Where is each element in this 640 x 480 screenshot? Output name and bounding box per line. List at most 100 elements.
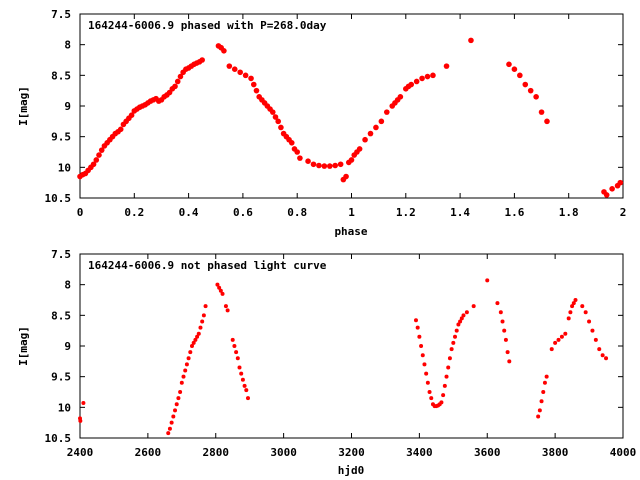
y-tick-label: 8 [64, 279, 71, 292]
data-point [424, 371, 429, 376]
data-point [408, 81, 415, 88]
x-tick-label: 3600 [474, 446, 501, 459]
x-tick-label: 1 [348, 206, 355, 219]
data-point [237, 69, 243, 76]
data-point [449, 347, 454, 352]
data-point [609, 186, 615, 192]
x-tick-label: 3800 [542, 446, 569, 459]
data-point [231, 66, 238, 72]
data-point [498, 310, 503, 315]
data-point [425, 380, 430, 385]
data-points [78, 278, 609, 436]
data-point [593, 337, 598, 342]
data-point [415, 325, 420, 330]
data-point [419, 75, 425, 82]
data-point [297, 155, 303, 161]
data-point [191, 340, 196, 345]
data-point [199, 57, 205, 63]
data-point [223, 304, 228, 309]
y-axis-label: I[mag] [17, 326, 30, 366]
x-tick-label: 3400 [406, 446, 433, 459]
y-tick-label: 9 [64, 340, 71, 353]
y-tick-label: 9 [64, 100, 71, 113]
data-point [573, 298, 578, 302]
data-point [454, 328, 459, 333]
data-point [117, 126, 124, 133]
data-point [195, 334, 200, 339]
data-point [563, 331, 568, 336]
data-point [234, 350, 239, 355]
data-point [571, 301, 576, 306]
data-point [174, 402, 179, 407]
data-point [500, 319, 505, 324]
data-point [566, 316, 571, 321]
data-point [556, 337, 561, 342]
chart-title: 164244-6006.9 phased with P=268.0day [88, 19, 327, 32]
data-point [502, 328, 507, 333]
x-tick-label: 0.2 [124, 206, 144, 219]
y-tick-label: 8.5 [51, 69, 71, 82]
data-point [166, 431, 171, 436]
data-point [441, 393, 446, 398]
data-point [549, 347, 554, 352]
axis-ticks: 2400 2600 2800 3000 3200 3400 3600 3800 4000 7.5 8… [45, 248, 637, 459]
data-point [226, 63, 233, 69]
data-point [442, 383, 447, 388]
data-point [169, 420, 174, 425]
x-axis-label: phase [334, 225, 367, 238]
data-point [590, 328, 595, 333]
data-point [456, 322, 461, 327]
data-point [225, 308, 230, 313]
x-tick-label: 2600 [135, 446, 162, 459]
data-point [447, 356, 452, 361]
data-point [93, 157, 100, 163]
data-point [539, 399, 544, 404]
data-point [522, 81, 529, 88]
y-tick-label: 10 [58, 401, 71, 414]
chart-title: 164244-6006.9 not phased light curve [88, 259, 327, 272]
phased-light-curve-panel: 164244-6006.9 phased with P=268.0day pha… [17, 8, 626, 238]
x-tick-label: 2400 [67, 446, 94, 459]
data-point [427, 390, 432, 394]
data-point [176, 396, 181, 401]
data-point [458, 319, 463, 324]
data-point [568, 310, 573, 315]
data-point [511, 66, 518, 72]
data-point [559, 334, 564, 339]
data-point [242, 383, 247, 388]
y-tick-label: 9.5 [51, 131, 71, 144]
data-point [218, 288, 223, 293]
x-tick-label: 4000 [610, 446, 637, 459]
data-point [200, 319, 205, 324]
y-tick-label: 8.5 [51, 309, 71, 322]
x-tick-label: 1.6 [504, 206, 524, 219]
x-tick-label: 0.6 [233, 206, 253, 219]
data-point [250, 81, 257, 88]
data-point [413, 78, 420, 85]
x-tick-label: 1.4 [450, 206, 470, 219]
data-point [604, 356, 609, 361]
x-tick-label: 0 [77, 206, 84, 219]
data-point [420, 353, 425, 358]
plot-frame [79, 13, 624, 199]
data-point [583, 310, 588, 315]
data-point [417, 334, 422, 339]
x-tick-label: 1.2 [396, 206, 416, 219]
data-point [517, 72, 523, 79]
x-tick-label: 3000 [270, 446, 297, 459]
data-point [439, 400, 444, 405]
data-point [269, 109, 276, 115]
data-point [275, 118, 281, 125]
data-point [178, 390, 183, 394]
data-point [587, 319, 592, 324]
data-point [444, 374, 449, 379]
data-point [305, 158, 311, 164]
data-point [506, 61, 512, 68]
y-tick-label: 8 [64, 39, 71, 52]
data-point [188, 350, 193, 355]
x-tick-label: 3200 [338, 446, 365, 459]
data-point [553, 340, 558, 345]
data-point [174, 78, 181, 85]
data-point [240, 377, 245, 382]
data-point [215, 282, 220, 287]
